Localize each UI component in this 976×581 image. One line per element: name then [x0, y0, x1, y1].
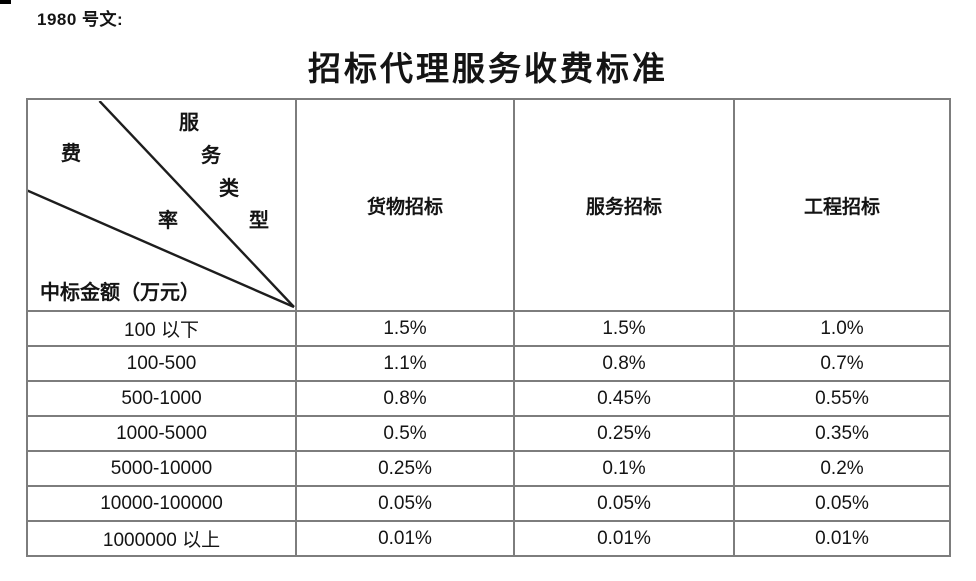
page-title: 招标代理服务收费标准: [308, 52, 668, 88]
table-cell: 0.5%: [295, 415, 515, 452]
table-cell: 0.25%: [513, 415, 735, 452]
table-row: 100 以下 1.5% 1.5% 1.0%: [26, 310, 951, 347]
diagonal-lines-graphic: [29, 101, 294, 309]
table-cell: 0.05%: [733, 485, 951, 522]
table-cell: 0.01%: [513, 520, 735, 557]
table-cell: 0.1%: [513, 450, 735, 487]
table-header-row: 服 务 类 型 费 率 中标金额（万元） 货物招标 服务招标 工程招标: [26, 98, 951, 312]
table-cell: 1.5%: [295, 310, 515, 347]
table-cell: 1.0%: [733, 310, 951, 347]
table-cell: 1.1%: [295, 345, 515, 382]
column-header-works: 工程招标: [733, 98, 951, 312]
table-cell: 0.01%: [295, 520, 515, 557]
table-row: 5000-10000 0.25% 0.1% 0.2%: [26, 450, 951, 487]
doc-number: 1980 号文:: [37, 10, 124, 29]
table-cell: 0.2%: [733, 450, 951, 487]
row-label-cell: 100 以下: [26, 310, 297, 347]
table-cell: 0.45%: [513, 380, 735, 417]
table-row: 500-1000 0.8% 0.45% 0.55%: [26, 380, 951, 417]
table-cell: 0.05%: [513, 485, 735, 522]
table-corner-cell: 服 务 类 型 费 率 中标金额（万元）: [26, 98, 297, 312]
table-cell: 0.8%: [513, 345, 735, 382]
table-row: 1000000 以上 0.01% 0.01% 0.01%: [26, 520, 951, 557]
row-label-cell: 5000-10000: [26, 450, 297, 487]
table-cell: 0.01%: [733, 520, 951, 557]
table-row: 1000-5000 0.5% 0.25% 0.35%: [26, 415, 951, 452]
service-type-char: 类: [219, 178, 239, 200]
service-type-char: 服: [179, 112, 199, 134]
diagonal-header: 服 务 类 型 费 率 中标金额（万元）: [29, 101, 294, 309]
fee-table: 服 务 类 型 费 率 中标金额（万元） 货物招标 服务招标 工程招标 100 …: [26, 98, 951, 557]
table-cell: 1.5%: [513, 310, 735, 347]
row-axis-label: 中标金额（万元）: [40, 282, 200, 304]
table-cell: 0.35%: [733, 415, 951, 452]
fee-rate-char: 率: [158, 210, 178, 232]
service-type-char: 务: [201, 145, 221, 167]
table-cell: 0.7%: [733, 345, 951, 382]
row-label-cell: 500-1000: [26, 380, 297, 417]
row-label-cell: 10000-100000: [26, 485, 297, 522]
column-header-service: 服务招标: [513, 98, 735, 312]
table-cell: 0.05%: [295, 485, 515, 522]
row-label-cell: 1000000 以上: [26, 520, 297, 557]
table-row: 100-500 1.1% 0.8% 0.7%: [26, 345, 951, 382]
row-label-cell: 100-500: [26, 345, 297, 382]
column-header-goods: 货物招标: [295, 98, 515, 312]
table-cell: 0.25%: [295, 450, 515, 487]
scan-artifact: [0, 0, 11, 4]
table-cell: 0.55%: [733, 380, 951, 417]
row-label-cell: 1000-5000: [26, 415, 297, 452]
table-row: 10000-100000 0.05% 0.05% 0.05%: [26, 485, 951, 522]
fee-rate-char: 费: [61, 143, 81, 165]
service-type-char: 型: [249, 210, 269, 232]
table-cell: 0.8%: [295, 380, 515, 417]
